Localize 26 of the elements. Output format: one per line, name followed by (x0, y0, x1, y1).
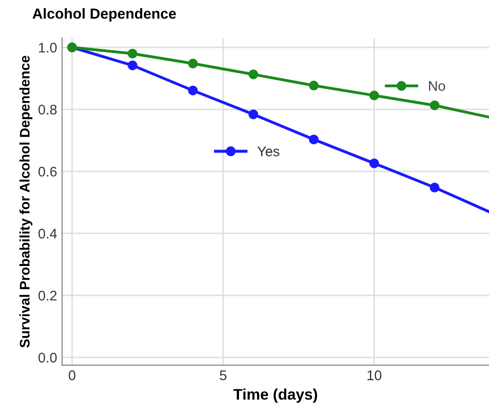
x-tick-label: 0 (68, 370, 76, 380)
y-tick-label: 0.2 (38, 290, 57, 301)
point (248, 70, 258, 80)
point (308, 134, 319, 144)
point (430, 182, 440, 192)
point (188, 86, 198, 96)
point (128, 60, 138, 70)
y-tick-label: 0.4 (38, 228, 57, 239)
point (308, 80, 319, 90)
point (248, 109, 258, 120)
point (430, 100, 440, 110)
y-tick-label: 0.8 (38, 104, 57, 115)
y-tick-label: 1.0 (38, 42, 57, 53)
x-tick-label: 10 (368, 370, 382, 380)
point (369, 90, 380, 100)
legend-label: Yes (257, 146, 280, 156)
x-axis-title: Time (days) (233, 388, 318, 403)
x-tick-label: 5 (220, 370, 226, 380)
y-tick-label: 0.0 (38, 352, 57, 363)
point (188, 58, 198, 68)
y-axis-title: Survival Probability for Alcohol Dependence (19, 56, 32, 348)
point (128, 48, 138, 58)
chart-title: Alcohol Dependence (32, 8, 176, 22)
legend-label: No (429, 81, 446, 91)
y-tick-label: 0.6 (38, 166, 57, 177)
point (369, 158, 380, 168)
